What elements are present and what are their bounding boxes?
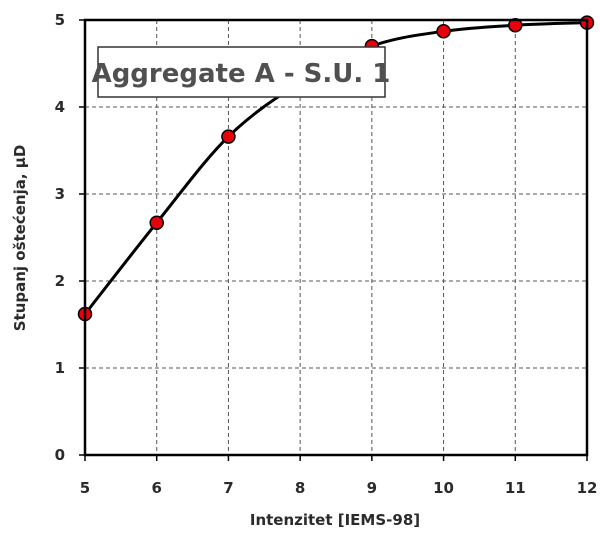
x-tick-label: 7 — [223, 479, 233, 497]
chart-title: Aggregate A - S.U. 1 — [92, 59, 391, 89]
x-tick-label: 9 — [367, 479, 377, 497]
title-box: Aggregate A - S.U. 1 — [92, 46, 391, 98]
x-tick-label: 11 — [505, 479, 526, 497]
x-tick-label: 10 — [433, 479, 454, 497]
data-point — [508, 17, 523, 33]
y-tick-labels: 0 1 2 3 4 5 — [55, 11, 65, 464]
y-axis-label: Stupanj oštećenja, µD — [11, 145, 29, 332]
x-tick-labels: 5 6 7 8 9 10 11 12 — [80, 479, 598, 497]
title-box-frame — [97, 46, 386, 98]
x-tick-label: 12 — [577, 479, 598, 497]
y-tick-label: 2 — [55, 272, 65, 290]
data-point — [436, 24, 451, 39]
x-tick-label: 8 — [295, 479, 305, 497]
x-axis-label: Intenzitet [IEMS-98] — [250, 511, 420, 529]
plot-frame — [83, 18, 589, 457]
y-tick-label: 0 — [55, 446, 65, 464]
y-tick-label: 5 — [55, 11, 65, 29]
x-tick-label: 5 — [80, 479, 90, 497]
data-point — [221, 129, 236, 144]
y-tick-label: 1 — [55, 359, 65, 377]
x-tick-label: 6 — [151, 479, 161, 497]
data-point — [149, 215, 164, 230]
y-tick-label: 4 — [55, 98, 65, 116]
y-tick-label: 3 — [55, 185, 65, 203]
